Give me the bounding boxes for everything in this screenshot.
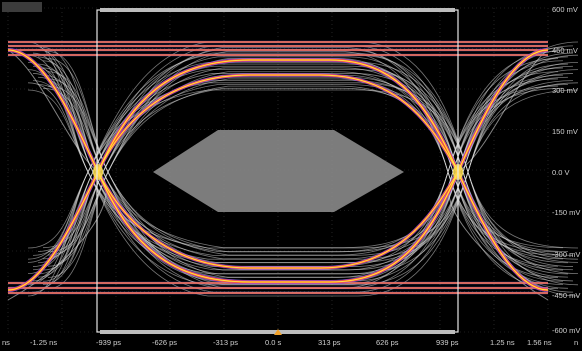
top-left-badge <box>2 2 42 12</box>
eye-trace-gray-rising <box>42 87 564 249</box>
y-tick-label: 0.0 V <box>552 168 570 177</box>
y-tick-label: -600 mV <box>552 326 580 335</box>
window-handle-top[interactable] <box>100 8 455 12</box>
eye-mask-region <box>153 130 404 212</box>
y-axis-labels: 600 mV 450 mV 300 mV 150 mV 0.0 V -150 mV -300… <box>552 5 580 335</box>
x-tick-label: ns <box>2 338 10 347</box>
eye-trace-gray-rising <box>32 80 574 256</box>
eye-edge-inner-bottom <box>97 171 459 269</box>
x-tick-label: 0.0 s <box>265 338 282 347</box>
x-tick-label: -939 ps <box>96 338 121 347</box>
y-tick-label: 300 mV <box>552 86 578 95</box>
eye-trace-gray-falling <box>32 80 574 256</box>
y-tick-label: 150 mV <box>552 127 578 136</box>
eye-trace-gray-rising <box>27 82 579 260</box>
y-tick-label: 600 mV <box>552 5 578 14</box>
eye-trace-gray-falling <box>47 58 559 278</box>
eye-trace-gray-rising <box>27 89 579 249</box>
eye-trace-gray-falling <box>37 63 569 275</box>
y-tick-label: -300 mV <box>552 250 580 259</box>
x-tick-label: 1.56 ns <box>527 338 552 347</box>
eye-trace-gray-rising <box>47 85 559 253</box>
trigger-marker-icon[interactable] <box>274 329 282 335</box>
eye-edge-inner-top <box>97 74 459 173</box>
eye-trace-gray-rising <box>47 50 559 290</box>
x-tick-label: 1.25 ns <box>490 338 515 347</box>
y-tick-label: 450 mV <box>552 46 578 55</box>
x-tick-label: 313 ps <box>318 338 341 347</box>
x-tick-label: -313 ps <box>213 338 238 347</box>
x-tick-label: -1.25 ns <box>30 338 57 347</box>
x-tick-label: n <box>574 338 578 347</box>
eye-trace-gray-rising <box>42 67 564 271</box>
y-tick-label: -450 mV <box>552 291 580 300</box>
x-axis-labels: ns -1.25 ns -939 ps -626 ps -313 ps 0.0 s 313 … <box>2 338 578 347</box>
x-tick-label: -626 ps <box>152 338 177 347</box>
x-tick-label: 626 ps <box>376 338 399 347</box>
eye-trace-gray-falling <box>27 89 579 249</box>
eye-crossing-point <box>93 164 103 180</box>
x-tick-label: 939 ps <box>436 338 459 347</box>
eye-edge-outer <box>7 59 549 291</box>
eye-edge-outer-inverse <box>7 49 549 283</box>
eye-trace-gray-falling <box>27 82 579 260</box>
eye-traces <box>7 40 579 301</box>
y-tick-label: -150 mV <box>552 208 580 217</box>
eye-trace-gray-falling <box>47 85 559 253</box>
